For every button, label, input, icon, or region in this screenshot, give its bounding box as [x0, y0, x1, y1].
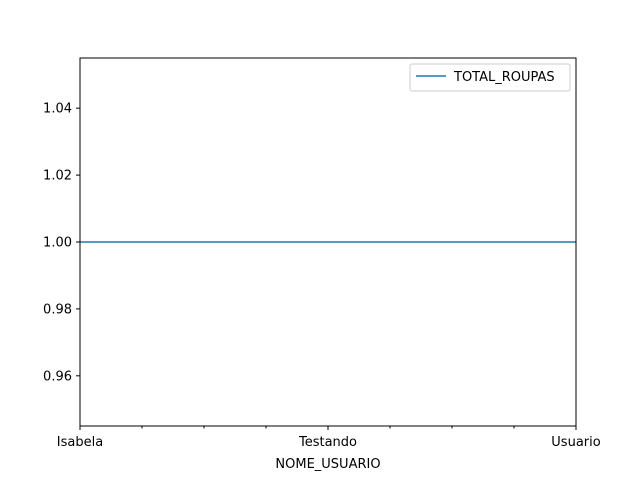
legend: TOTAL_ROUPAS — [409, 63, 571, 92]
y-tick-label: 1.04 — [43, 102, 72, 117]
x-axis-label: NOME_USUARIO — [275, 457, 380, 472]
x-tick-label: Usuario — [551, 435, 600, 450]
y-tick-label: 0.98 — [43, 302, 72, 317]
legend-label: TOTAL_ROUPAS — [453, 70, 555, 85]
y-tick-label: 1.02 — [43, 169, 72, 184]
y-tick-label: 1.00 — [43, 236, 72, 251]
y-tick-label: 0.96 — [43, 369, 72, 384]
plot-frame — [79, 57, 577, 427]
x-tick-label: Isabela — [57, 435, 103, 450]
y-axis: 0.96 0.98 1.00 1.02 1.04 — [43, 102, 80, 384]
x-tick-label: Testando — [298, 435, 357, 450]
x-axis: Isabela Testando Usuario — [57, 426, 601, 450]
legend-box — [409, 63, 571, 92]
